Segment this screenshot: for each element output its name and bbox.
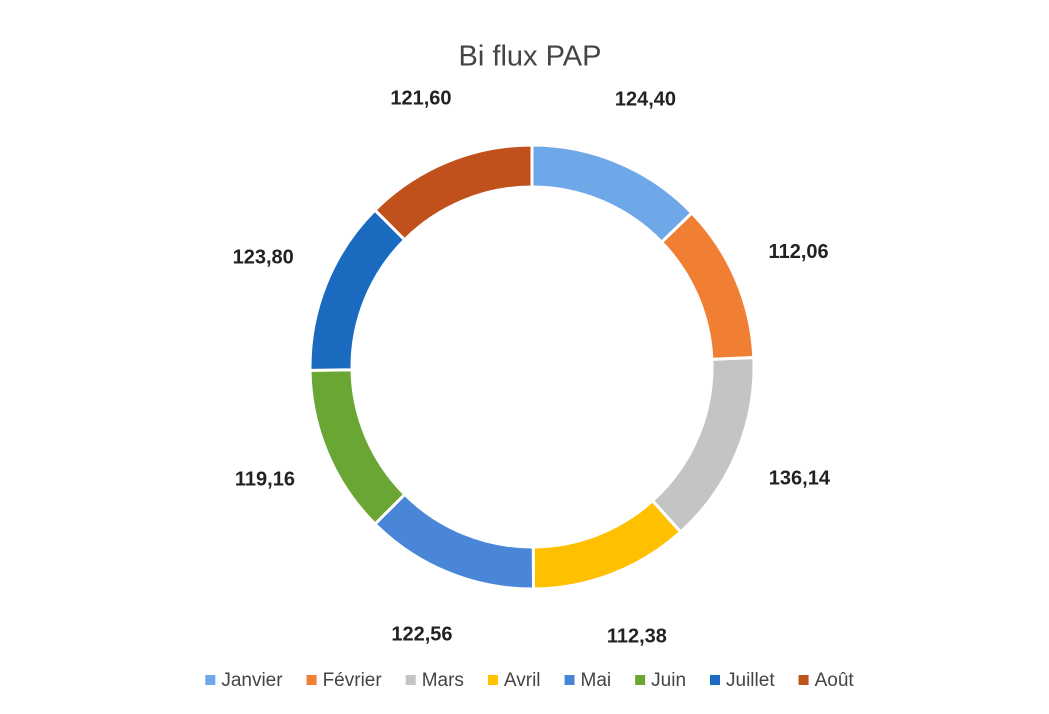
legend-swatch [487,675,498,685]
data-label: 112,06 [769,241,829,263]
data-label: 124,40 [615,88,676,110]
chart-title: Bi flux PAP [459,41,602,73]
data-label: 122,56 [391,624,452,646]
legend-label: Janvier [221,670,283,691]
legend-swatch [205,675,216,685]
legend-label: Juillet [726,670,775,691]
legend-swatch [710,675,721,685]
legend-swatch [798,675,809,685]
data-label: 136,14 [769,468,831,490]
data-label: 121,60 [390,87,451,109]
legend-swatch [635,675,646,685]
legend-label: Mars [422,670,464,691]
donut-segment [372,143,534,242]
legend-swatch [564,675,575,685]
legend-label: Août [815,670,855,691]
data-label: 119,16 [235,468,295,490]
legend-swatch [405,675,416,685]
legend-label: Février [323,670,383,691]
legend-label: Mai [581,670,612,691]
legend-label: Avril [504,670,541,691]
data-label: 123,80 [233,246,294,268]
legend-swatch [306,675,317,685]
legend-label: Juin [651,670,686,691]
data-label: 112,38 [607,626,667,648]
